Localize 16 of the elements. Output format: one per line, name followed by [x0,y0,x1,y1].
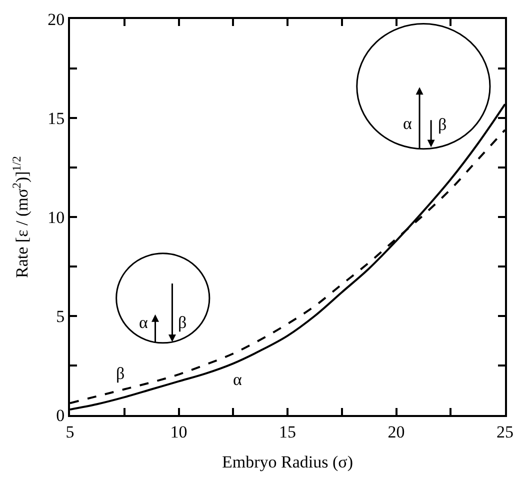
x-axis-title: Embryo Radius (σ) [222,452,353,472]
x-tick-label: 25 [496,422,514,442]
x-tick-label: 20 [388,422,405,442]
y-tick-label: 5 [56,306,65,326]
series-label: β [116,364,125,383]
y-tick-label: 0 [56,406,65,425]
y-tick-label: 10 [48,208,65,227]
annotation: β [178,313,187,332]
y-tick-label: 15 [48,108,65,128]
annotation: α [139,313,148,332]
annotation: α [403,114,412,133]
annotation: β [438,115,447,134]
y-tick-label: 20 [48,10,65,29]
x-tick-label: 10 [170,422,188,442]
x-tick-label: 15 [279,422,296,442]
series-label: α [233,370,242,389]
